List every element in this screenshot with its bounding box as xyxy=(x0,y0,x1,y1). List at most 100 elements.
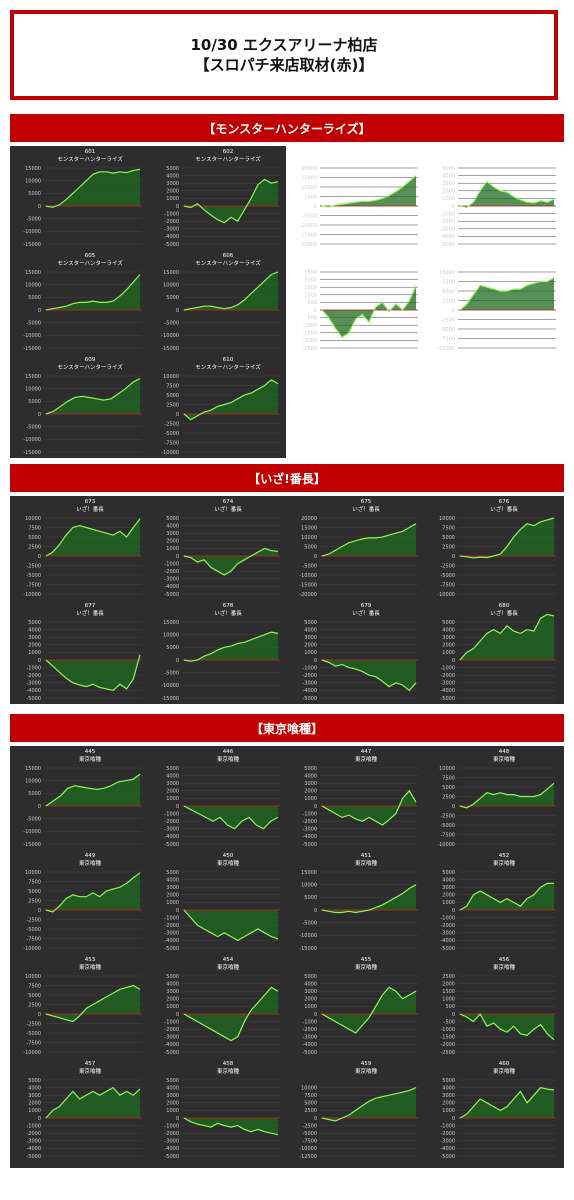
y-tick-label: 5000 xyxy=(28,191,41,197)
y-tick-label: -2000 xyxy=(440,923,455,929)
y-tick-label: 5000 xyxy=(28,620,41,626)
y-tick-label: 3000 xyxy=(166,181,179,187)
chart-machine-name: いざ！番長 xyxy=(352,609,380,617)
y-tick-label: 4000 xyxy=(166,173,179,179)
chart-machine-name: モンスターハンターライズ xyxy=(57,363,123,371)
y-tick-label: -2000 xyxy=(302,1027,317,1033)
chart-machine-name: 東京喰種 xyxy=(493,859,516,867)
y-tick-label: 2000 xyxy=(28,1101,41,1107)
area-fill xyxy=(184,379,278,420)
y-tick-label: 4000 xyxy=(166,981,179,987)
area-fill xyxy=(46,985,140,1022)
y-tick-label: 4000 xyxy=(304,627,317,633)
chart-title: 609 xyxy=(85,357,96,363)
area-fill xyxy=(184,179,278,223)
header-subtitle: 【スロパチ来店取材(赤)】 xyxy=(194,56,374,74)
chart-machine-name: 東京喰種 xyxy=(217,755,240,763)
y-tick-label: 1000 xyxy=(442,1108,455,1114)
y-tick-label: 5000 xyxy=(304,895,317,901)
y-tick-label: 0 xyxy=(452,1116,455,1122)
y-tick-label: -4000 xyxy=(164,1042,179,1048)
section-title: 【モンスターハンターライズ】 xyxy=(10,114,564,142)
area-fill xyxy=(184,1118,278,1135)
chart-machine-name: モンスターハンターライズ xyxy=(333,259,399,267)
chart-machine-name: モンスターハンターライズ xyxy=(333,155,399,163)
y-tick-label: 7500 xyxy=(166,383,179,389)
chart-machine-name: モンスターハンターライズ xyxy=(471,155,537,163)
y-tick-label: 5000 xyxy=(28,1078,41,1084)
section-monster-hunter: 【モンスターハンターライズ】 601 モンスターハンターライズ 15000 10000… xyxy=(10,114,564,458)
y-tick-label: 7500 xyxy=(442,279,455,285)
y-tick-label: 4000 xyxy=(166,773,179,779)
series-line xyxy=(183,805,279,830)
y-tick-label: -15000 xyxy=(23,842,41,848)
y-tick-label: -7500 xyxy=(26,936,41,942)
y-tick-label: 7500 xyxy=(442,525,455,531)
area-fill xyxy=(322,884,416,913)
y-tick-label: -3000 xyxy=(440,1139,455,1145)
y-tick-label: -15000 xyxy=(161,346,179,352)
y-tick-label: -10000 xyxy=(161,333,179,339)
y-tick-label: 0 xyxy=(452,554,455,560)
y-tick-label: -4000 xyxy=(164,234,179,240)
y-tick-label: -10000 xyxy=(23,829,41,835)
y-tick-label: 3000 xyxy=(166,781,179,787)
y-tick-label: 2000 xyxy=(304,643,317,649)
series-line xyxy=(183,547,279,576)
series-line xyxy=(183,986,279,1042)
y-tick-label: 4000 xyxy=(166,877,179,883)
y-tick-label: 5000 xyxy=(166,393,179,399)
y-tick-label: -2500 xyxy=(302,346,317,352)
y-tick-label: 0 xyxy=(176,412,179,418)
series-line xyxy=(321,659,417,692)
y-tick-label: 1000 xyxy=(166,796,179,802)
y-tick-label: 1000 xyxy=(442,650,455,656)
series-line xyxy=(321,1087,417,1122)
area-fill xyxy=(322,790,416,825)
y-tick-label: 5000 xyxy=(442,1078,455,1084)
y-tick-label: -10000 xyxy=(437,842,455,848)
y-tick-label: 5000 xyxy=(442,785,455,791)
y-tick-label: 2000 xyxy=(304,789,317,795)
y-tick-label: 5000 xyxy=(442,620,455,626)
y-tick-label: 5000 xyxy=(28,889,41,895)
y-tick-label: -7500 xyxy=(302,1139,317,1145)
y-tick-label: -3000 xyxy=(26,1139,41,1145)
y-tick-label: -1000 xyxy=(164,561,179,567)
y-tick-label: -10000 xyxy=(23,437,41,443)
y-tick-label: 2500 xyxy=(442,298,455,304)
y-tick-label: -5000 xyxy=(302,1131,317,1137)
y-tick-label: 1000 xyxy=(166,1108,179,1114)
y-tick-label: -5000 xyxy=(302,1050,317,1056)
y-tick-label: -1000 xyxy=(164,1019,179,1025)
y-tick-label: -3000 xyxy=(440,227,455,233)
y-tick-label: -2500 xyxy=(440,563,455,569)
y-tick-label: -7500 xyxy=(440,582,455,588)
y-tick-label: -5000 xyxy=(164,1050,179,1056)
y-tick-label: 10000 xyxy=(25,282,41,288)
chart-title: 680 xyxy=(499,603,510,609)
y-tick-label: -5000 xyxy=(26,1154,41,1160)
y-tick-label: -10000 xyxy=(23,229,41,235)
y-tick-label: -1000 xyxy=(440,1123,455,1129)
y-tick-label: 10000 xyxy=(25,178,41,184)
y-tick-label: 1000 xyxy=(442,196,455,202)
chart-title: 679 xyxy=(361,603,372,609)
y-tick-label: -2500 xyxy=(440,1050,455,1056)
y-tick-label: 2000 xyxy=(166,1101,179,1107)
y-tick-label: -1000 xyxy=(164,1123,179,1129)
y-tick-label: -3000 xyxy=(164,1139,179,1145)
y-tick-label: -3000 xyxy=(164,827,179,833)
y-tick-label: 0 xyxy=(38,658,41,664)
y-tick-label: -1000 xyxy=(26,1123,41,1129)
chart-machine-name: いざ！番長 xyxy=(76,609,104,617)
y-tick-label: 5000 xyxy=(28,535,41,541)
y-tick-label: 2000 xyxy=(166,539,179,545)
chart-title: 453 xyxy=(85,957,96,963)
chart-machine-name: モンスターハンターライズ xyxy=(57,155,123,163)
